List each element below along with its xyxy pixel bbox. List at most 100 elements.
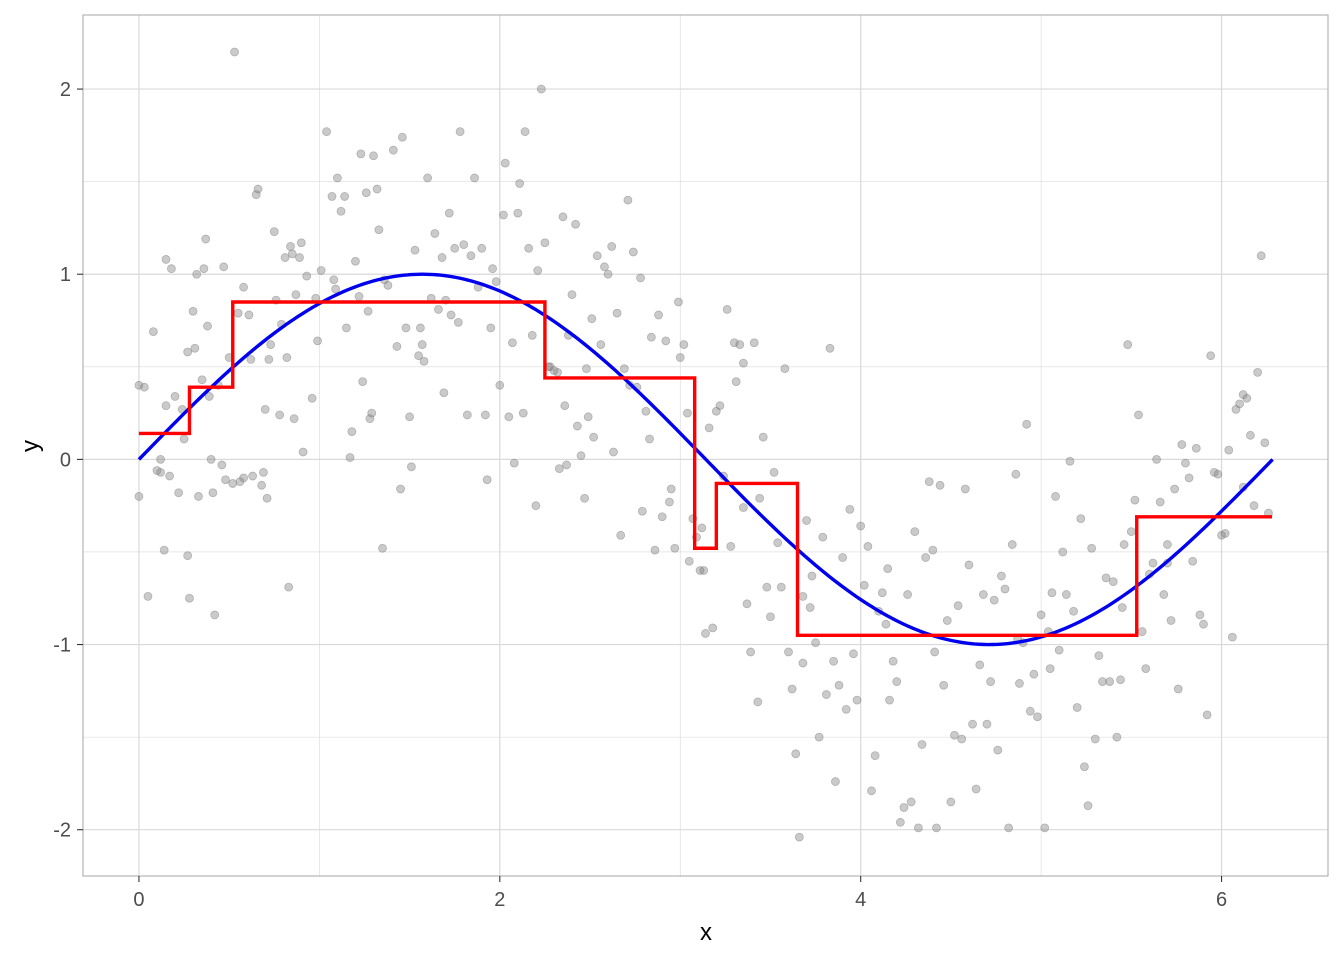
data-point: [1000, 584, 1010, 594]
data-point: [284, 582, 294, 592]
data-point: [340, 192, 350, 201]
data-point: [1242, 393, 1252, 403]
data-point: [784, 647, 793, 657]
data-point: [1076, 514, 1086, 524]
data-point: [210, 610, 220, 620]
data-point: [960, 484, 970, 494]
data-point: [347, 427, 357, 437]
data-point: [650, 545, 660, 555]
data-point: [769, 467, 779, 477]
data-point: [430, 229, 440, 238]
data-point: [208, 488, 218, 498]
data-point: [367, 408, 377, 418]
data-point: [1105, 677, 1115, 686]
data-point: [888, 656, 898, 666]
data-point: [870, 751, 880, 761]
data-point: [217, 460, 227, 470]
data-point: [1181, 458, 1190, 468]
data-point: [185, 593, 194, 603]
data-point: [885, 695, 894, 705]
data-point: [814, 732, 824, 742]
data-point: [831, 777, 840, 786]
data-point: [495, 380, 505, 390]
data-point: [336, 206, 346, 216]
data-point: [488, 264, 497, 274]
data-point: [1195, 610, 1205, 620]
data-point: [156, 454, 165, 464]
data-point: [1015, 679, 1024, 688]
data-point: [204, 392, 214, 401]
data-point: [134, 492, 144, 501]
data-point: [726, 542, 736, 551]
data-point: [192, 269, 202, 279]
data-point: [838, 553, 848, 562]
data-point: [1040, 823, 1050, 833]
data-point: [342, 323, 351, 333]
data-point: [1148, 558, 1158, 568]
data-point: [699, 566, 709, 575]
data-point: [1069, 606, 1078, 616]
data-point: [906, 797, 916, 807]
data-point: [1054, 645, 1064, 655]
data-point: [518, 408, 528, 418]
data-point: [1025, 706, 1035, 716]
x-axis-ticks: 0 2 4 6: [133, 876, 1227, 911]
data-point: [1072, 703, 1082, 712]
data-point: [867, 786, 876, 796]
data-point: [527, 330, 537, 340]
data-point: [167, 264, 176, 274]
data-point: [417, 340, 427, 349]
data-point: [159, 545, 169, 555]
data-point: [239, 473, 248, 483]
data-point: [356, 149, 366, 159]
data-point: [416, 323, 425, 333]
data-point: [619, 364, 629, 374]
data-point: [641, 406, 651, 416]
data-point: [197, 375, 207, 385]
data-point: [596, 340, 606, 349]
data-point: [845, 504, 855, 514]
data-point: [253, 184, 263, 194]
data-point: [1213, 469, 1223, 479]
data-point: [509, 458, 519, 468]
data-point: [1152, 454, 1161, 464]
data-point: [683, 408, 692, 418]
data-point: [825, 343, 835, 353]
data-point: [453, 317, 463, 327]
data-point: [298, 447, 308, 457]
data-point: [260, 404, 270, 414]
data-point: [1007, 540, 1017, 549]
panel-border: [82, 14, 1329, 877]
data-point: [953, 601, 963, 611]
data-point: [295, 253, 304, 262]
data-point: [307, 393, 317, 403]
data-point: [592, 251, 602, 261]
data-point: [1119, 540, 1129, 549]
data-point: [156, 467, 165, 477]
data-point: [1170, 484, 1180, 494]
data-point: [697, 523, 707, 533]
data-point: [508, 338, 517, 348]
x-tick-label: 2: [494, 889, 505, 911]
data-point: [1101, 573, 1111, 583]
data-point: [852, 695, 862, 705]
data-point: [562, 460, 571, 470]
data-point: [560, 401, 570, 411]
data-point: [1090, 734, 1100, 744]
data-point: [794, 832, 804, 842]
data-point: [628, 247, 638, 257]
data-point: [486, 323, 496, 333]
data-point: [1045, 664, 1055, 674]
data-point: [378, 543, 387, 553]
data-point: [388, 145, 398, 155]
data-point: [742, 599, 752, 609]
data-point: [1253, 367, 1263, 377]
data-point: [1126, 527, 1136, 536]
data-point: [1098, 677, 1107, 686]
data-point: [228, 479, 238, 488]
major-gridlines: [83, 15, 1328, 876]
minor-gridlines: [83, 15, 1328, 876]
data-point: [266, 340, 276, 349]
data-point: [1058, 547, 1068, 557]
y-tick-label: 1: [60, 264, 71, 286]
